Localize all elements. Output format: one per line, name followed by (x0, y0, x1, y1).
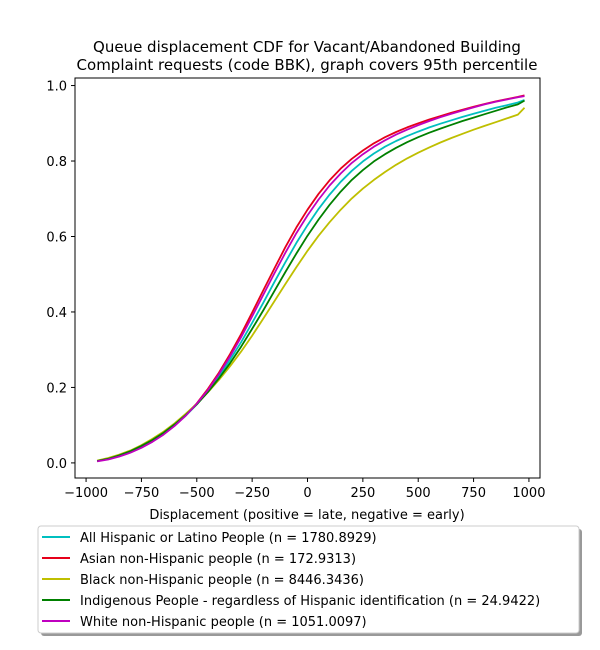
legend-items: All Hispanic or Latino People (n = 1780.… (42, 531, 540, 630)
x-axis: −1000 −750 −500 −250 0 250 500 750 1000 (64, 478, 545, 501)
series-line-1 (96, 99, 525, 462)
x-axis-label: Displacement (positive = late, negative … (149, 508, 464, 523)
series-line-4 (96, 99, 525, 462)
y-tick-label: 0.2 (46, 381, 67, 396)
legend-label-5: White non-Hispanic people (n = 1051.0097… (80, 615, 367, 630)
legend-label-3: Black non-Hispanic people (n = 8446.3436… (80, 573, 364, 588)
chart-title-line-1: Queue displacement CDF for Vacant/Abando… (93, 38, 521, 56)
x-tick-label: −250 (234, 486, 270, 501)
series-line-3 (96, 107, 526, 462)
legend-label-4: Indigenous People - regardless of Hispan… (80, 594, 540, 609)
y-tick-label: 0.0 (46, 457, 67, 472)
y-tick-label: 0.6 (46, 230, 67, 245)
legend-label-1: All Hispanic or Latino People (n = 1780.… (80, 531, 377, 546)
x-tick-label: 1000 (512, 486, 545, 501)
x-tick-label: −750 (124, 486, 160, 501)
chart-title-line-2: Complaint requests (code BBK), graph cov… (77, 56, 538, 74)
series-line-5 (96, 95, 525, 463)
x-tick-label: 250 (350, 486, 375, 501)
x-tick-label: 500 (406, 486, 431, 501)
y-tick-label: 0.8 (46, 155, 67, 170)
x-tick-label: −1000 (64, 486, 108, 501)
series-line-2 (96, 94, 525, 462)
series-lines (96, 94, 526, 463)
legend: All Hispanic or Latino People (n = 1780.… (37, 525, 582, 636)
x-tick-label: 0 (303, 486, 311, 501)
legend-box (37, 525, 580, 634)
legend-label-2: Asian non-Hispanic people (n = 172.9313) (80, 552, 356, 567)
y-tick-label: 1.0 (46, 80, 67, 95)
plot-area (74, 77, 541, 479)
x-tick-label: 750 (461, 486, 486, 501)
y-tick-label: 0.4 (46, 306, 67, 321)
y-axis: 0.0 0.2 0.4 0.6 0.8 1.0 (46, 80, 75, 472)
x-tick-label: −500 (179, 486, 215, 501)
